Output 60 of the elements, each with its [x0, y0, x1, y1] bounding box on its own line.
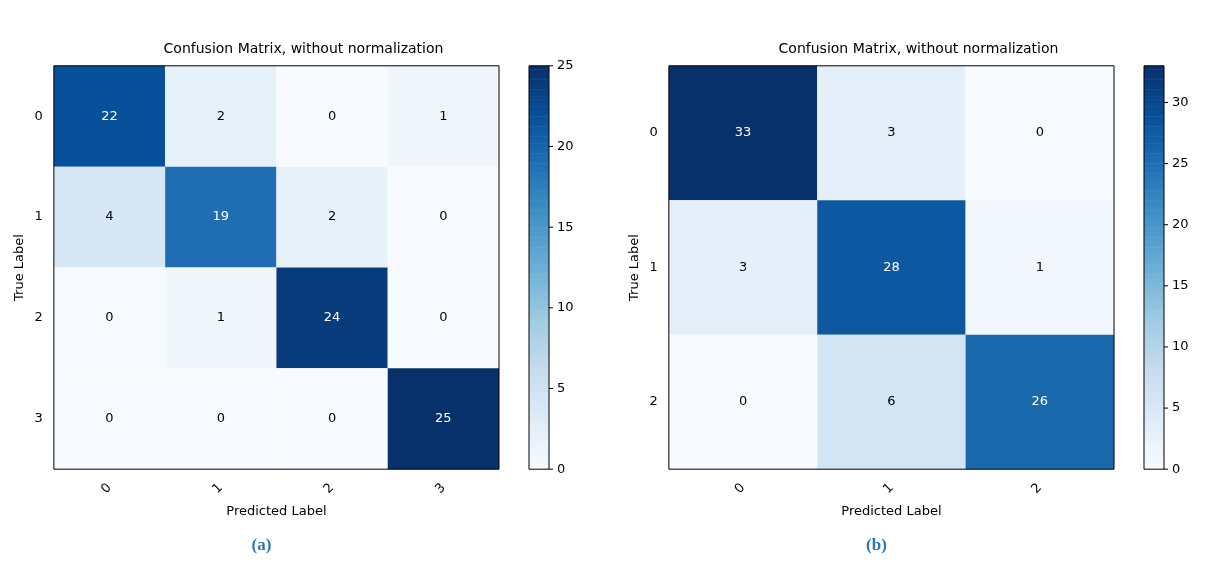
x-axis-title: Predicted Label — [841, 503, 942, 519]
y-tick-label: 0 — [34, 107, 43, 123]
y-tick-label: 2 — [34, 309, 43, 325]
data-label: 0 — [216, 410, 225, 426]
data-label: 0 — [439, 309, 448, 325]
y-tick-label: 3 — [34, 410, 43, 426]
data-label: 22 — [101, 107, 118, 123]
chart-title: Confusion Matrix, without normalization — [163, 40, 444, 57]
data-label: 1 — [439, 107, 448, 123]
chart-title: Confusion Matrix, without normalization — [778, 40, 1059, 57]
color-bar-label: 15 — [557, 218, 574, 234]
data-label: 0 — [327, 107, 337, 123]
color-bar-label: 5 — [1172, 399, 1181, 415]
data-label: 0 — [439, 208, 448, 224]
data-label: 26 — [1031, 393, 1049, 409]
color-bar-label: 15 — [1172, 277, 1189, 293]
data-label: 28 — [883, 258, 900, 274]
x-tick-label: 0 — [97, 479, 115, 497]
color-bar-label: 20 — [557, 137, 574, 153]
y-tick-label: 1 — [34, 208, 43, 224]
data-label: 0 — [105, 410, 114, 426]
data-label: 4 — [105, 208, 114, 224]
y-axis-title: True Label — [626, 234, 642, 302]
data-label: 0 — [738, 393, 748, 409]
color-bar-label: 10 — [1172, 338, 1189, 354]
color-bar-label: 0 — [557, 460, 566, 476]
x-tick-label: 2 — [320, 479, 337, 497]
color-bar-label: 10 — [557, 299, 574, 315]
data-label: 19 — [212, 208, 230, 224]
x-tick-label: 0 — [731, 479, 748, 497]
data-label: 1 — [216, 309, 225, 325]
data-label: 0 — [105, 309, 114, 325]
color-bar-label: 25 — [557, 57, 574, 73]
data-label: 2 — [327, 208, 337, 224]
data-label: 0 — [327, 410, 337, 426]
data-label: 24 — [323, 309, 341, 325]
x-tick-label: 3 — [431, 479, 448, 497]
data-label: 3 — [887, 124, 896, 140]
y-tick-label: 2 — [649, 393, 658, 409]
color-bar-label: 5 — [557, 379, 566, 395]
color-bar-label: 20 — [1172, 216, 1189, 232]
y-tick-label: 1 — [649, 258, 658, 274]
data-label: 0 — [1035, 124, 1044, 140]
data-label: 6 — [887, 393, 896, 409]
text: (a) — [250, 535, 273, 555]
x-tick-label: 2 — [1027, 479, 1045, 497]
color-bar-label: 25 — [1172, 154, 1189, 170]
data-label: 3 — [738, 258, 748, 274]
data-label: 25 — [435, 410, 452, 426]
color-bar-label: 0 — [1172, 460, 1181, 476]
data-label: 33 — [734, 124, 752, 140]
x-tick-label: 1 — [879, 479, 896, 497]
x-axis-title: Predicted Label — [226, 503, 327, 519]
y-axis-title: True Label — [11, 234, 27, 302]
x-tick-label: 1 — [208, 479, 226, 497]
data-label: 1 — [1035, 258, 1044, 274]
color-bar-label: 30 — [1172, 93, 1189, 109]
y-tick-label: 0 — [649, 124, 658, 140]
text: (b) — [865, 535, 888, 555]
data-label: 2 — [216, 107, 225, 123]
